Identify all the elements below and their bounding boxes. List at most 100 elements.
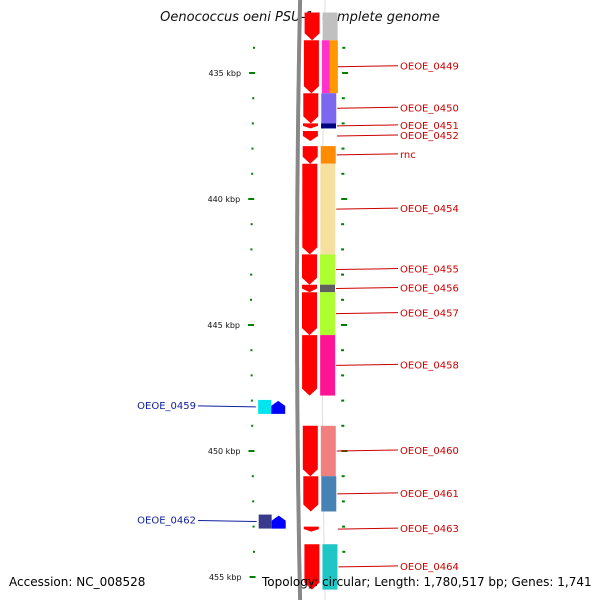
forward-gene-arrow[interactable] <box>302 254 317 285</box>
forward-gene-arrow[interactable] <box>302 425 318 477</box>
gene-leader-line <box>197 405 257 408</box>
gene-leader-line <box>337 527 399 530</box>
forward-gene-arrow[interactable] <box>302 284 317 293</box>
forward-gene-arrow[interactable] <box>303 123 318 129</box>
gene-label[interactable]: OEOE_0454 <box>400 204 459 215</box>
gene-color-box <box>322 12 338 41</box>
right-tick <box>341 324 348 326</box>
axis-minor-tick <box>250 248 253 251</box>
forward-gene-arrow[interactable] <box>302 335 318 396</box>
axis-major-tick <box>249 576 256 578</box>
axis-minor-tick <box>250 298 253 301</box>
axis-minor-tick <box>251 172 254 175</box>
right-tick <box>341 298 344 301</box>
gene-leader-line <box>337 492 399 495</box>
axis-label: 455 kbp <box>209 573 242 582</box>
gene-leader-line <box>336 268 399 271</box>
gene-label[interactable]: OEOE_0449 <box>400 62 459 73</box>
gene-label[interactable]: OEOE_0457 <box>400 309 459 320</box>
gene-label[interactable]: OEOE_0450 <box>400 103 459 114</box>
forward-gene-arrow[interactable] <box>302 146 318 164</box>
right-tick <box>342 46 346 49</box>
gene-color-box <box>320 335 336 396</box>
gene-label[interactable]: OEOE_0451 <box>400 121 459 132</box>
gene-label[interactable]: rnc <box>400 150 416 161</box>
right-tick <box>341 248 345 251</box>
gene-leader-line <box>336 153 399 156</box>
gene-color-box <box>320 163 336 255</box>
gene-label[interactable]: OEOE_0458 <box>400 360 459 371</box>
axis-minor-tick <box>250 399 253 402</box>
gene-label[interactable]: OEOE_0460 <box>400 446 459 457</box>
right-tick <box>341 147 345 150</box>
forward-gene-arrow[interactable] <box>303 93 319 124</box>
right-tick <box>341 273 345 276</box>
axis-label: 450 kbp <box>208 447 241 456</box>
right-tick <box>341 122 345 125</box>
right-tick <box>342 72 349 74</box>
gene-color-box <box>320 146 336 164</box>
forward-gene-arrow[interactable] <box>303 40 319 94</box>
axis-minor-tick <box>251 424 254 427</box>
axis-major-tick <box>248 198 255 200</box>
gene-leader-line <box>335 286 399 289</box>
gene-leader-line <box>337 106 399 109</box>
gene-color-layer <box>258 12 338 590</box>
gene-leader-line <box>336 207 399 210</box>
gene-label[interactable]: OEOE_0452 <box>400 131 459 142</box>
gene-color-box <box>321 93 337 124</box>
gene-label[interactable]: OEOE_0461 <box>400 489 459 500</box>
forward-gene-arrow[interactable] <box>303 526 319 532</box>
gene-label[interactable]: OEOE_0464 <box>400 562 459 573</box>
gene-color-box <box>322 544 338 590</box>
genome-backbone <box>295 0 303 600</box>
right-tick <box>341 97 345 100</box>
forward-gene-arrow[interactable] <box>302 163 318 255</box>
gene-color-box <box>258 399 272 414</box>
accession-text: Accession: NC_008528 <box>9 575 146 589</box>
forward-gene-arrow[interactable] <box>302 292 317 336</box>
right-tick <box>341 374 345 377</box>
reverse-gene-arrow[interactable] <box>271 515 286 529</box>
right-tick <box>341 198 348 200</box>
axis-minor-tick <box>251 475 254 478</box>
gene-label[interactable]: OEOE_0459 <box>137 401 196 412</box>
forward-gene-arrow[interactable] <box>302 131 318 141</box>
tick-layer: 435 kbp 440 kbp 445 kbp 450 kbp 455 kbp <box>207 46 349 582</box>
right-tick <box>342 525 346 528</box>
gene-label[interactable]: OEOE_0455 <box>400 265 459 276</box>
gene-color-box <box>320 284 336 293</box>
axis-major-tick <box>248 450 255 452</box>
axis-label: 435 kbp <box>208 69 241 78</box>
axis-major-tick <box>248 324 255 326</box>
gene-leader-line <box>335 312 399 315</box>
gene-color-box <box>258 514 272 529</box>
gene-color-box <box>320 425 336 477</box>
right-tick <box>341 399 345 402</box>
gene-color-box <box>329 40 338 94</box>
axis-minor-tick <box>251 147 254 150</box>
forward-gene-arrow[interactable] <box>304 544 320 590</box>
gene-leader-line <box>336 363 399 366</box>
gene-label[interactable]: OEOE_0463 <box>400 524 459 535</box>
right-tick <box>341 500 345 503</box>
axis-label: 445 kbp <box>207 321 240 330</box>
axis-minor-tick <box>250 273 253 276</box>
gene-color-box <box>321 123 337 129</box>
right-tick <box>342 550 346 553</box>
gene-leader-line <box>337 65 399 68</box>
gene-leader-line <box>338 565 399 568</box>
forward-gene-arrow[interactable] <box>304 12 320 41</box>
right-tick <box>341 475 345 478</box>
gene-color-box <box>321 40 330 94</box>
axis-minor-tick <box>252 46 255 49</box>
gene-label[interactable]: OEOE_0456 <box>400 283 459 294</box>
reverse-gene-arrow[interactable] <box>271 400 286 414</box>
gene-leader-line <box>336 449 399 452</box>
axis-minor-tick <box>250 349 253 352</box>
axis-minor-tick <box>250 223 253 226</box>
gene-label[interactable]: OEOE_0462 <box>137 516 196 527</box>
axis-minor-tick <box>252 97 255 100</box>
forward-gene-arrow[interactable] <box>303 476 319 512</box>
